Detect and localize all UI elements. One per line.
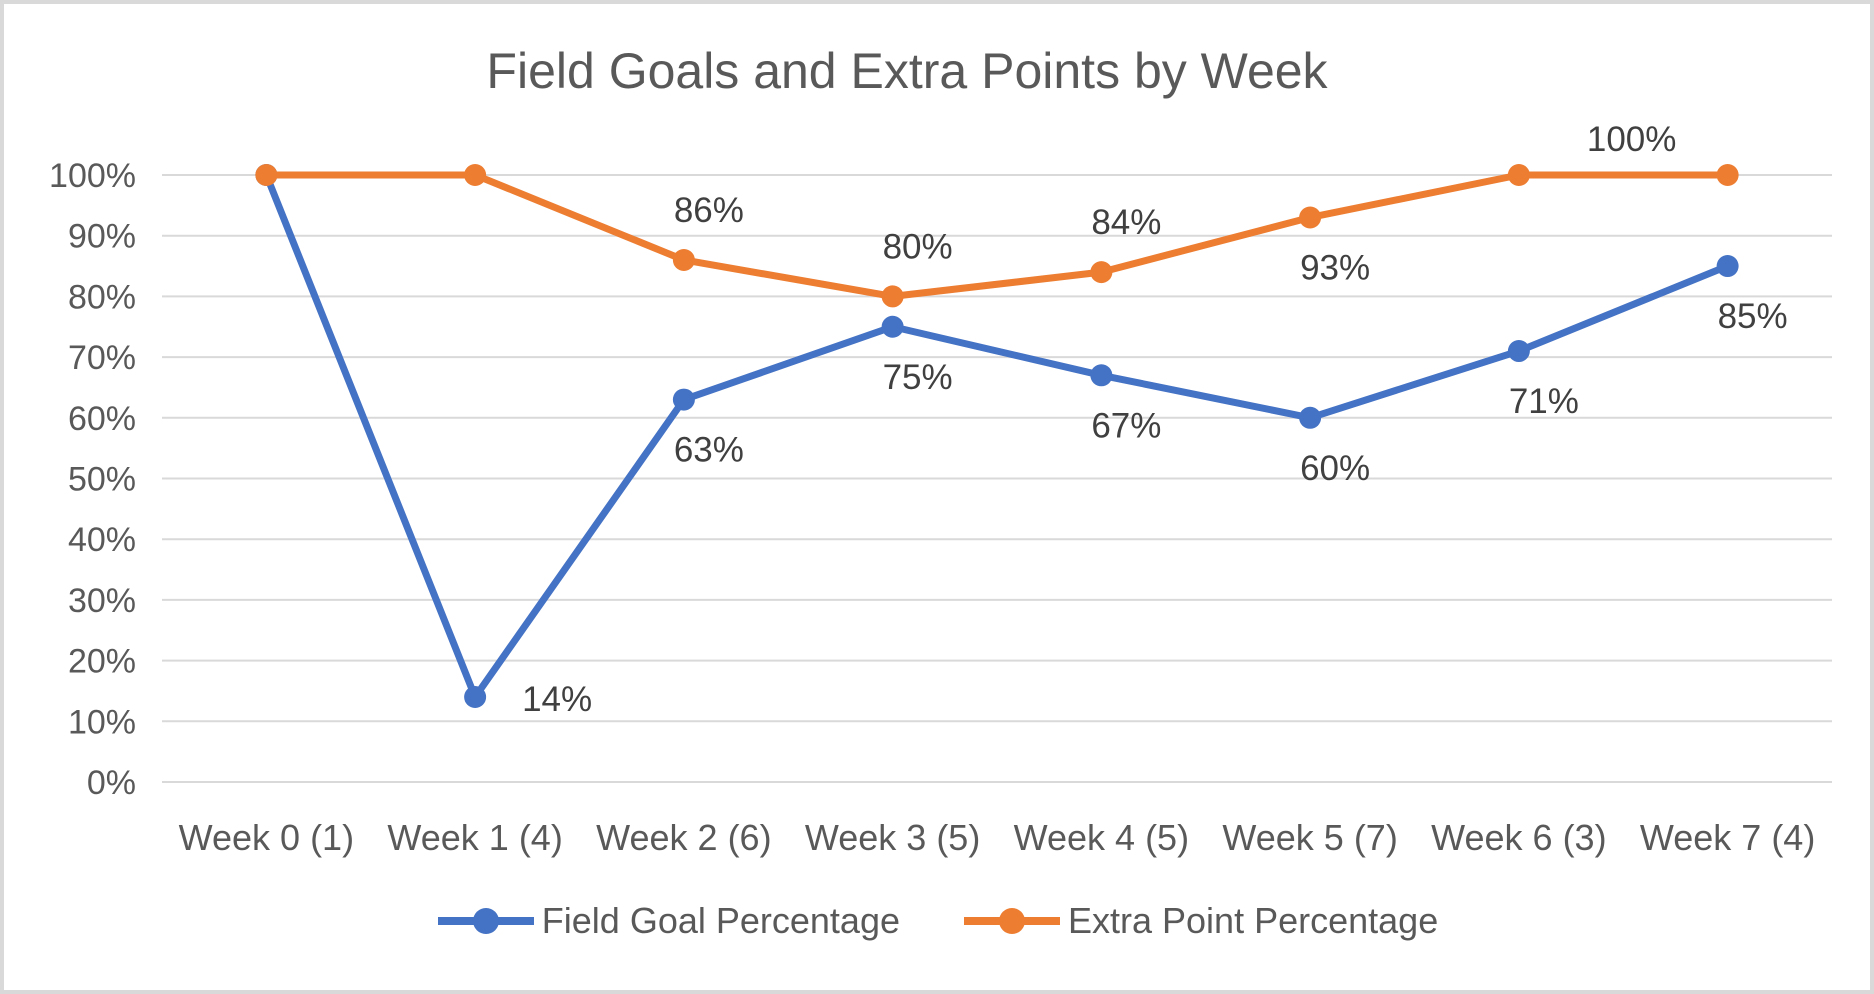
data-point	[672, 248, 695, 271]
data-point	[1716, 255, 1739, 278]
data-point	[1716, 164, 1739, 186]
series-line	[262, 171, 1732, 300]
data-point	[255, 164, 278, 186]
data-label: 93%	[1300, 248, 1370, 287]
data-label: 63%	[674, 431, 744, 470]
y-tick-label: 100%	[49, 157, 136, 195]
data-label: 80%	[883, 227, 953, 266]
data-point	[1507, 340, 1530, 363]
series-line	[262, 171, 1732, 701]
y-tick-label: 50%	[68, 461, 136, 499]
y-tick-label: 20%	[68, 643, 136, 681]
y-tick-label: 70%	[68, 339, 136, 377]
data-point	[1299, 206, 1322, 229]
legend-label: Field Goal Percentage	[541, 900, 900, 941]
legend-marker-icon	[964, 908, 1060, 934]
x-axis-label: Week 2 (6)	[596, 817, 771, 858]
line-chart-plot: 0% 10% 20% 30% 40% 50% 60% 70% 80% 90% 100% Week 0 …	[49, 120, 1832, 858]
chart-title: Field Goals and Extra Points by Week	[486, 43, 1328, 99]
x-axis-label: Week 7 (4)	[1640, 817, 1815, 858]
data-point	[1507, 164, 1530, 186]
data-label: 60%	[1300, 449, 1370, 488]
x-axis-label: Week 1 (4)	[387, 817, 562, 858]
data-point	[1090, 364, 1113, 387]
y-tick-label: 40%	[68, 521, 136, 559]
y-tick-label: 80%	[68, 278, 136, 316]
legend-marker-icon	[437, 908, 534, 934]
data-point	[1090, 261, 1113, 284]
x-axis-label: Week 4 (5)	[1014, 817, 1189, 858]
data-point	[464, 164, 487, 186]
data-label: 100%	[1587, 120, 1677, 159]
data-label: 75%	[883, 358, 953, 397]
data-label: 84%	[1091, 203, 1161, 242]
x-axis-label: Week 0 (1)	[179, 817, 354, 858]
data-point	[464, 686, 487, 709]
y-tick-label: 90%	[68, 218, 136, 256]
data-label: 85%	[1718, 297, 1788, 336]
data-point	[881, 285, 904, 308]
x-axis-label: Week 3 (5)	[805, 817, 980, 858]
y-tick-label: 60%	[68, 400, 136, 438]
x-axis-label: Week 5 (7)	[1222, 817, 1397, 858]
data-point	[1299, 406, 1322, 429]
data-point	[672, 388, 695, 411]
legend-item: Extra Point Percentage	[962, 900, 1438, 942]
data-point	[881, 315, 904, 338]
y-tick-label: 10%	[68, 703, 136, 741]
legend-item: Field Goal Percentage	[436, 900, 900, 942]
data-label: 14%	[522, 680, 592, 719]
y-tick-label: 30%	[68, 582, 136, 620]
x-axis-label: Week 6 (3)	[1431, 817, 1606, 858]
data-label: 67%	[1091, 406, 1161, 445]
legend-label: Extra Point Percentage	[1068, 900, 1439, 941]
data-label: 86%	[674, 191, 744, 230]
data-label: 71%	[1509, 382, 1579, 421]
chart-legend: Field Goal Percentage Extra Point Percent…	[4, 900, 1870, 942]
y-tick-label: 0%	[87, 764, 136, 802]
